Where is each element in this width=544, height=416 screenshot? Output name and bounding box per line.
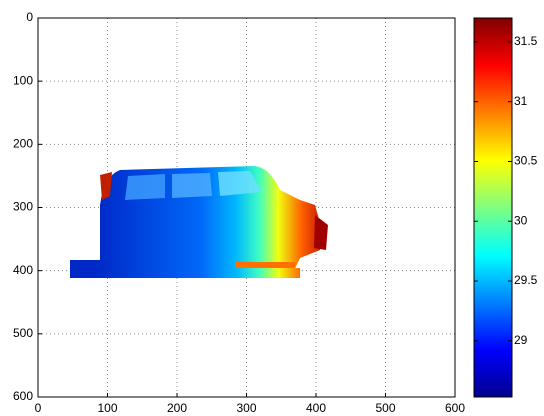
y-tick-label: 200 <box>13 137 33 151</box>
y-tick-label: 0 <box>26 10 33 24</box>
y-tick-label: 300 <box>13 200 33 214</box>
x-tick-label: 0 <box>35 401 42 415</box>
x-tick-label: 600 <box>445 401 465 415</box>
x-tick-label: 300 <box>236 401 256 415</box>
colorbar-tick-label: 29 <box>514 333 528 347</box>
y-tick-label: 600 <box>13 389 33 403</box>
x-tick-label: 100 <box>97 401 117 415</box>
colorbar-tick-label: 30.5 <box>514 154 538 168</box>
y-tick-label: 500 <box>13 326 33 340</box>
colorbar-tick-label: 31.5 <box>514 34 538 48</box>
y-tick-label: 400 <box>13 263 33 277</box>
x-tick-label: 200 <box>167 401 187 415</box>
x-tick-label: 500 <box>375 401 395 415</box>
colorbar <box>474 18 512 397</box>
colorbar-tick-label: 29.5 <box>514 273 538 287</box>
page: 0100200300400500600010020030040050060029… <box>0 0 544 416</box>
chart: 0100200300400500600010020030040050060029… <box>0 0 544 416</box>
colorbar-tick-label: 31 <box>514 94 528 108</box>
colorbar-tick-label: 30 <box>514 213 528 227</box>
y-tick-label: 100 <box>13 73 33 87</box>
x-tick-label: 400 <box>306 401 326 415</box>
